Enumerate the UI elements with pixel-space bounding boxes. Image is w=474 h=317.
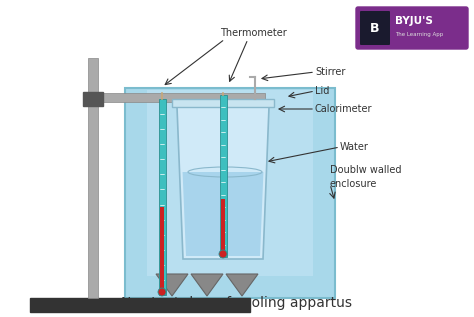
Bar (172, 99, 274, 107)
Text: Newton's law of cooling appartus: Newton's law of cooling appartus (121, 296, 353, 310)
Bar (159, 99, 166, 295)
Bar (125, 88, 335, 298)
Text: The Learning App: The Learning App (395, 32, 443, 37)
Bar (220, 95, 227, 257)
Bar (30, 298, 250, 312)
Text: Water: Water (340, 142, 369, 152)
FancyBboxPatch shape (356, 7, 468, 49)
Polygon shape (191, 274, 223, 296)
FancyBboxPatch shape (360, 11, 390, 45)
Bar (147, 90, 313, 276)
Text: Lid: Lid (315, 86, 329, 96)
Bar (95, 93, 265, 102)
Polygon shape (226, 274, 258, 296)
Text: Thermometer: Thermometer (220, 28, 287, 38)
Text: BYJU'S: BYJU'S (395, 16, 433, 26)
Polygon shape (156, 274, 188, 296)
Polygon shape (177, 107, 269, 259)
Circle shape (219, 250, 227, 258)
Text: B: B (370, 22, 380, 35)
Bar (83, 92, 103, 106)
Bar (88, 58, 98, 298)
Bar (147, 90, 313, 276)
Bar (221, 199, 226, 253)
Text: Stirrer: Stirrer (315, 67, 346, 77)
Circle shape (158, 288, 166, 296)
Text: Doublw walled
enclosure: Doublw walled enclosure (330, 165, 401, 189)
Polygon shape (182, 172, 264, 256)
Bar (161, 207, 164, 291)
Text: Calorimeter: Calorimeter (315, 104, 373, 114)
